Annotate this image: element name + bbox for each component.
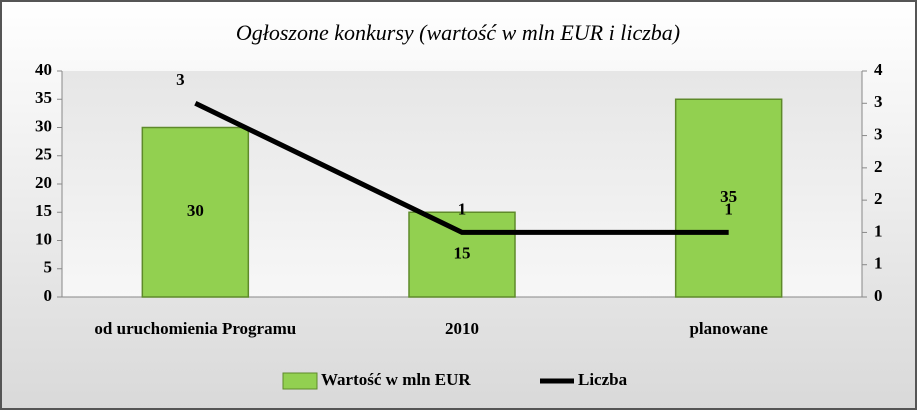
y-tick-label: 40 [35, 60, 52, 79]
y-tick-label: 25 [35, 145, 52, 164]
line [194, 101, 729, 235]
x-tick-label: planowane [689, 319, 768, 338]
legend-label: Liczba [578, 370, 628, 389]
y2-tick-label: 3 [874, 124, 883, 143]
y2-tick-label: 1 [874, 221, 883, 240]
chart-title: Ogłoszone konkursy (wartość w mln EUR i … [236, 20, 680, 45]
line-value-label: 3 [176, 70, 185, 89]
bar-value-label: 30 [187, 201, 204, 220]
x-tick-label: 2010 [445, 319, 479, 338]
y-tick-label: 10 [35, 229, 52, 248]
legend-swatch [282, 372, 318, 390]
y2-tick-label: 4 [874, 60, 883, 79]
y2-tick-label: 1 [874, 254, 883, 273]
legend-label: Wartość w mln EUR [321, 370, 471, 389]
y-tick-label: 15 [35, 201, 52, 220]
bar [408, 211, 516, 298]
line-value-label: 1 [458, 199, 467, 218]
line-value-label: 1 [724, 199, 733, 218]
y-tick-label: 35 [35, 88, 52, 107]
bar [141, 126, 250, 298]
y2-tick-label: 2 [874, 157, 883, 176]
y2-tick-label: 2 [874, 189, 883, 208]
bar-value-label: 15 [454, 244, 471, 263]
y-tick-label: 20 [35, 173, 52, 192]
y-tick-label: 30 [35, 116, 52, 135]
y2-tick-label: 0 [874, 286, 883, 305]
y2-tick-label: 3 [874, 92, 883, 111]
bar-value-label: 35 [720, 187, 737, 206]
y-tick-label: 5 [44, 258, 53, 277]
x-tick-label: od uruchomienia Programu [94, 319, 296, 338]
y-tick-label: 0 [44, 286, 53, 305]
bar [674, 98, 783, 298]
